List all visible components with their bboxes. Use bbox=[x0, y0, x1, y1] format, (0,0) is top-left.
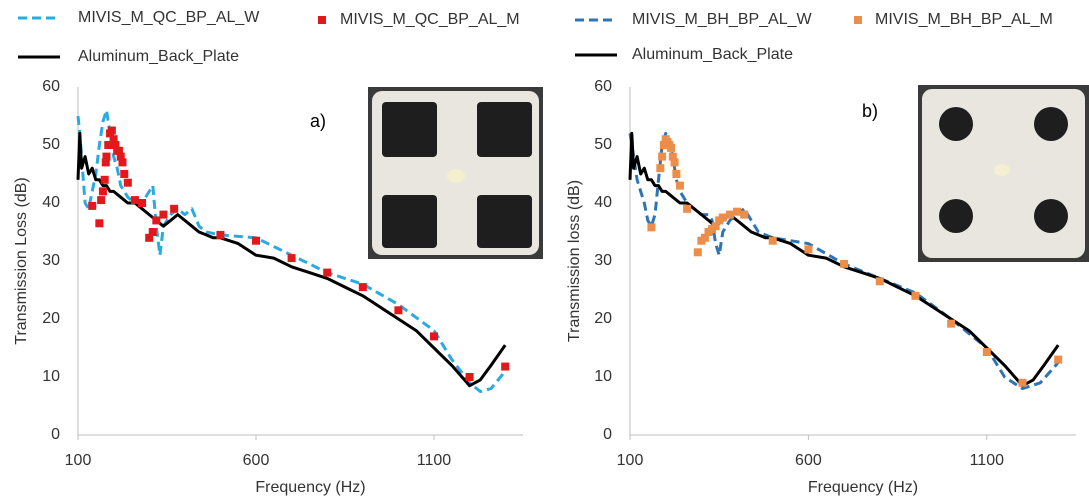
y-tick-label: 30 bbox=[42, 252, 60, 269]
series-line bbox=[628, 131, 1060, 388]
marker bbox=[120, 170, 129, 178]
marker bbox=[430, 332, 438, 341]
y-axis-title: Transmission loss (dB) bbox=[566, 180, 583, 342]
marker bbox=[647, 223, 656, 232]
inset-photo bbox=[368, 87, 543, 259]
marker bbox=[394, 306, 403, 315]
legend-label: MIVIS_M_QC_BP_AL_M bbox=[340, 11, 520, 28]
y-tick-label: 40 bbox=[42, 194, 60, 211]
x-axis-title: Frequency (Hz) bbox=[255, 479, 365, 496]
marker bbox=[982, 348, 991, 357]
marker bbox=[116, 152, 125, 161]
marker bbox=[668, 152, 677, 161]
marker bbox=[104, 141, 113, 149]
legend-label: Aluminum_Back_Plate bbox=[78, 48, 239, 65]
y-axis-title: Transmission Loss (dB) bbox=[13, 177, 30, 344]
y-tick-label: 20 bbox=[42, 310, 60, 327]
marker bbox=[88, 201, 97, 210]
marker bbox=[97, 196, 106, 205]
marker bbox=[170, 204, 179, 213]
marker bbox=[875, 277, 884, 286]
marker bbox=[768, 236, 777, 245]
y-tick-label: 50 bbox=[594, 136, 612, 153]
legend-label: Aluminum_Back_Plate bbox=[632, 46, 793, 63]
marker bbox=[145, 233, 154, 242]
marker bbox=[109, 135, 118, 144]
marker bbox=[111, 141, 120, 149]
marker bbox=[693, 248, 702, 257]
inset-photo bbox=[918, 85, 1089, 262]
marker bbox=[656, 164, 665, 173]
marker bbox=[711, 222, 720, 231]
marker bbox=[118, 158, 127, 167]
legend-marker bbox=[854, 16, 862, 24]
x-tick-label: 600 bbox=[243, 452, 270, 469]
y-tick-label: 50 bbox=[42, 136, 60, 153]
legend-marker bbox=[318, 16, 326, 24]
legend-label: MIVIS_M_QC_BP_AL_W bbox=[78, 9, 260, 26]
marker bbox=[675, 181, 684, 190]
marker bbox=[840, 259, 849, 268]
marker bbox=[323, 268, 332, 277]
series-line bbox=[76, 131, 507, 388]
x-tick-label: 100 bbox=[617, 452, 644, 469]
y-tick-label: 0 bbox=[603, 426, 612, 443]
marker bbox=[252, 236, 260, 245]
marker bbox=[123, 178, 132, 187]
marker bbox=[667, 143, 676, 152]
x-tick-label: 1100 bbox=[970, 452, 1005, 469]
y-tick-label: 60 bbox=[594, 78, 612, 95]
marker bbox=[287, 254, 296, 263]
marker bbox=[804, 245, 813, 254]
marker bbox=[740, 210, 749, 219]
marker bbox=[102, 152, 111, 161]
marker bbox=[100, 175, 109, 184]
marker bbox=[1054, 355, 1063, 364]
y-tick-label: 10 bbox=[594, 368, 612, 385]
y-tick-label: 20 bbox=[594, 310, 612, 327]
marker bbox=[159, 210, 168, 219]
marker bbox=[138, 199, 147, 207]
marker bbox=[216, 230, 225, 239]
y-tick-label: 60 bbox=[42, 78, 60, 95]
marker bbox=[733, 207, 742, 216]
legend-label: MIVIS_M_BH_BP_AL_M bbox=[875, 11, 1053, 28]
marker bbox=[130, 196, 139, 205]
marker bbox=[658, 152, 667, 161]
marker bbox=[114, 146, 123, 155]
panel-label: b) bbox=[862, 101, 878, 121]
marker bbox=[107, 126, 116, 135]
marker bbox=[725, 210, 734, 219]
marker bbox=[683, 204, 692, 213]
marker bbox=[700, 233, 709, 242]
marker bbox=[358, 283, 367, 292]
marker bbox=[911, 291, 920, 300]
x-axis-title: Frequency (Hz) bbox=[808, 479, 918, 496]
marker bbox=[501, 362, 510, 371]
marker bbox=[95, 219, 104, 228]
y-tick-label: 40 bbox=[594, 194, 612, 211]
marker bbox=[101, 158, 110, 167]
marker bbox=[148, 228, 157, 236]
legend-label: MIVIS_M_BH_BP_AL_W bbox=[632, 11, 813, 28]
x-tick-label: 100 bbox=[65, 452, 92, 469]
y-tick-label: 0 bbox=[51, 426, 60, 443]
y-tick-label: 30 bbox=[594, 252, 612, 269]
marker bbox=[718, 213, 727, 222]
marker bbox=[672, 170, 681, 178]
marker bbox=[1018, 378, 1027, 387]
marker bbox=[465, 373, 474, 381]
x-tick-label: 1100 bbox=[417, 452, 452, 469]
marker bbox=[152, 216, 161, 225]
marker bbox=[670, 158, 679, 167]
y-tick-label: 10 bbox=[42, 368, 60, 385]
x-tick-label: 600 bbox=[795, 452, 822, 469]
marker bbox=[947, 319, 956, 328]
marker bbox=[98, 187, 107, 196]
series-line bbox=[76, 108, 507, 393]
panel-label: a) bbox=[310, 111, 326, 131]
